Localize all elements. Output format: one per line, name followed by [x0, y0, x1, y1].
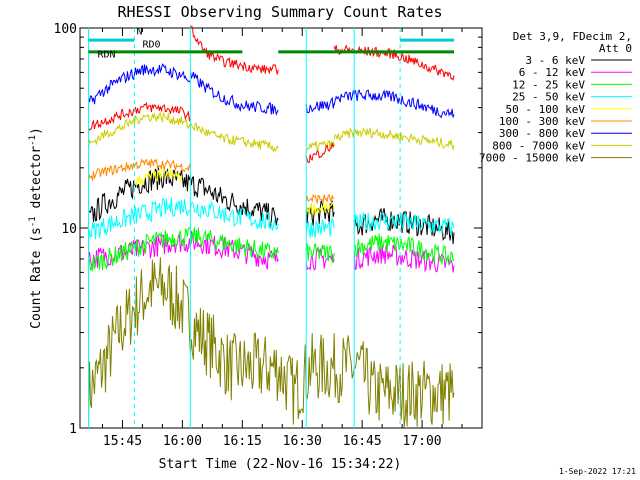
legend-label-4: 25 - 50 keV: [512, 91, 585, 104]
series-100-300-kev-line-segment-1: [88, 158, 191, 182]
red-trace-line-segment-4: [333, 44, 455, 81]
y-label-sup-2: -1: [28, 135, 38, 146]
legend-label-5: 50 - 100 keV: [506, 103, 586, 116]
series-25-50-kev-line-segment-3: [353, 211, 455, 236]
red-trace-line-segment-3: [305, 142, 335, 164]
series-300-800-kev-line-segment-2: [189, 70, 279, 116]
x-tick-label-1700: 17:00: [403, 434, 442, 449]
x-tick-label-1545: 15:45: [103, 434, 142, 449]
chart-title: RHESSI Observing Summary Count Rates: [117, 3, 442, 21]
legend-label-8: 800 - 7000 keV: [492, 139, 585, 152]
series-25-50-kev-line-segment-2: [305, 216, 335, 238]
y-label-sup-1: -1: [28, 216, 38, 227]
series-12-25-kev-line-segment-3: [353, 233, 455, 265]
series-800-7000-kev-line-segment-4: [333, 127, 455, 152]
y-tick-label-100: 100: [54, 22, 77, 37]
series-3-6-kev-line-segment-1: [88, 166, 279, 228]
state-label-rd0: RD0: [142, 39, 160, 50]
red-trace-line-segment-1: [88, 101, 191, 131]
x-tick-label-1630: 16:30: [283, 434, 322, 449]
y-label-part-2: detector: [29, 146, 44, 217]
state-label-n: N: [136, 26, 142, 37]
series-800-7000-kev-line-segment-1: [88, 111, 191, 149]
x-tick-label-1645: 16:45: [343, 434, 382, 449]
series-100-300-kev-line-segment-2: [305, 193, 335, 204]
series-800-7000-kev-line-segment-3: [305, 140, 335, 152]
legend-header-1: Det 3,9, FDecim 2,: [513, 30, 632, 43]
y-label-part-1: Count Rate (s: [29, 227, 44, 329]
x-axis-label: Start Time (22-Nov-16 15:34:22): [159, 457, 402, 472]
y-tick-label-10: 10: [61, 222, 77, 237]
x-tick-label-1615: 16:15: [223, 434, 262, 449]
legend-label-2: 6 - 12 keV: [519, 66, 586, 79]
legend-label-1: 3 - 6 keV: [525, 54, 585, 67]
series-3-6-kev-line-segment-2: [305, 200, 335, 226]
series-50-100-kev-line-segment-1: [134, 168, 183, 188]
series-300-800-kev-line-segment-4: [333, 88, 455, 119]
series-7000-15000-kev-line-segment-1: [88, 257, 455, 428]
legend-label-3: 12 - 25 keV: [512, 78, 585, 91]
series-6-12-kev-line-segment-2: [305, 247, 335, 271]
red-trace-line-segment-2: [190, 25, 279, 75]
x-tick-label-1600: 16:00: [163, 434, 202, 449]
legend-label-6: 100 - 300 keV: [499, 115, 585, 128]
y-axis-label: Count Rate (s-1 detector-1): [28, 127, 44, 329]
legend-label-9: 7000 - 15000 keV: [479, 152, 585, 165]
timestamp-footer: 1-Sep-2022 17:21: [559, 467, 636, 476]
series-50-100-kev-line-segment-2: [305, 201, 335, 216]
y-tick-label-1: 1: [69, 422, 77, 437]
legend-label-7: 300 - 800 keV: [499, 127, 585, 140]
series-300-800-kev-line-segment-1: [88, 63, 191, 105]
series-6-12-kev-line-segment-3: [353, 243, 455, 273]
legend-header-2: Att 0: [599, 42, 632, 55]
series-300-800-kev-line-segment-3: [305, 96, 335, 114]
series-12-25-kev-line-segment-1: [88, 226, 279, 272]
series-800-7000-kev-line-segment-2: [190, 122, 279, 152]
state-label-rdn: RDN: [97, 50, 115, 61]
series-25-50-kev-line-segment-1: [88, 197, 279, 242]
series-12-25-kev-line-segment-2: [305, 243, 335, 263]
y-label-part-3: ): [29, 127, 44, 135]
